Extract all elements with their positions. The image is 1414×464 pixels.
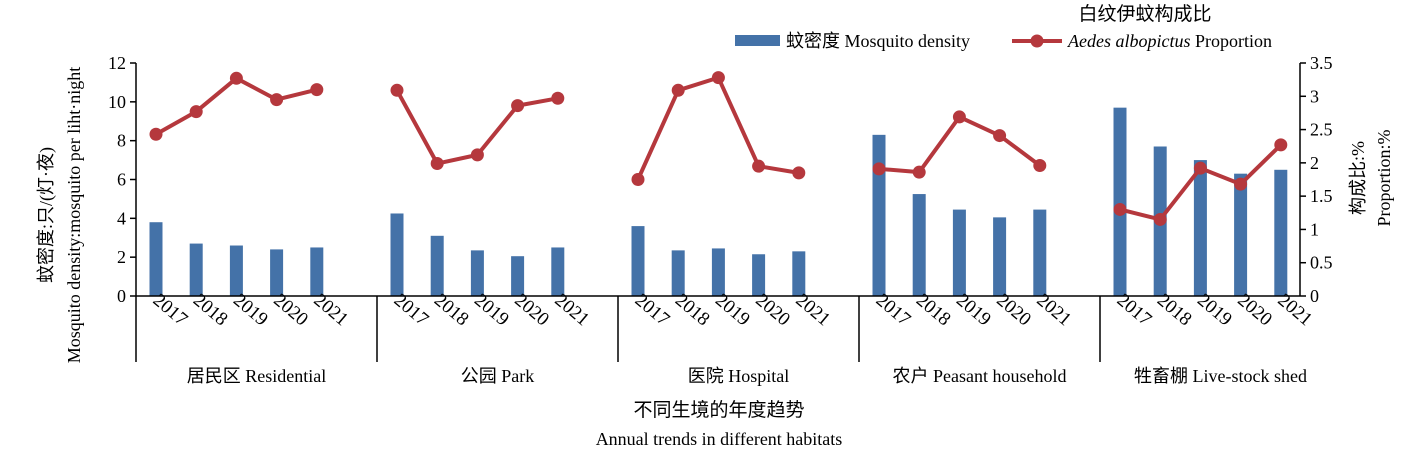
proportion-point (430, 157, 444, 171)
y-left-tick-label: 2 (117, 247, 126, 267)
x-title-en: Annual trends in different habitats (596, 429, 843, 449)
y-left-tick-label: 4 (117, 208, 126, 228)
proportion-point (912, 165, 926, 179)
y-right-tick-label: 3 (1310, 86, 1319, 106)
density-bar (551, 247, 565, 296)
density-bar (993, 217, 1007, 296)
y-right-tick-label: 0.5 (1310, 253, 1333, 273)
proportion-point (390, 83, 404, 97)
proportion-line (878, 114, 1041, 175)
group-label: 医院 Hospital (688, 366, 790, 386)
proportion-point (1153, 212, 1167, 226)
density-bar (1033, 209, 1047, 296)
y-right-title-en: Proportion:% (1374, 129, 1394, 226)
y-left-tick-label: 12 (108, 53, 126, 73)
line-series (149, 71, 1288, 226)
density-bar (872, 134, 886, 296)
legend-line-marker (1030, 34, 1044, 48)
proportion-point (993, 129, 1007, 143)
density-bar (752, 254, 766, 296)
proportion-point (631, 173, 645, 186)
y-left-tick-label: 0 (117, 286, 126, 306)
density-bar (1274, 169, 1288, 296)
group-label: 公园 Park (461, 366, 535, 386)
bar-series (149, 107, 1288, 297)
density-bar (430, 235, 444, 296)
y-left-title-en: Mosquito density:mosquito per liht·night (64, 67, 84, 364)
proportion-point (1193, 161, 1207, 175)
proportion-point (872, 162, 886, 176)
axis-titles: 蚊密度:只/(灯·夜) Mosquito density:mosquito per… (36, 67, 1394, 449)
group-label: 农户 Peasant household (893, 366, 1067, 386)
y-left-title-cn: 蚊密度:只/(灯·夜) (36, 147, 57, 283)
proportion-point (310, 83, 324, 97)
proportion-point (711, 71, 725, 85)
density-bar (952, 209, 966, 296)
proportion-point (752, 159, 766, 173)
y-right-title-cn: 构成比:% (1348, 141, 1368, 215)
density-bar (1234, 173, 1248, 296)
density-bar (631, 226, 645, 296)
density-bar (792, 251, 806, 296)
legend-line-label: Aedes albopictus Proportion (1067, 31, 1272, 51)
legend-line-label-cn: 白纹伊蚊构成比 (1078, 3, 1211, 25)
density-bar (390, 213, 404, 296)
proportion-point (149, 127, 163, 141)
proportion-point (671, 83, 685, 97)
legend-bar-swatch (735, 35, 780, 46)
density-bar (229, 245, 243, 296)
proportion-line (636, 75, 800, 181)
density-bar (470, 250, 484, 296)
proportion-point (551, 91, 565, 105)
y-right-tick-label: 0 (1310, 286, 1319, 306)
density-bar (270, 249, 284, 296)
group-label: 居民区 Residential (187, 366, 326, 386)
proportion-point (952, 110, 966, 124)
proportion-point (1234, 177, 1248, 191)
y-right-tick-label: 1 (1310, 219, 1319, 239)
density-bar (310, 247, 324, 296)
y-right-tick-label: 3.5 (1310, 53, 1333, 73)
y-left-tick-label: 6 (117, 170, 126, 190)
proportion-point (792, 166, 806, 180)
y-right-tick-label: 1.5 (1310, 186, 1333, 206)
density-bar (671, 250, 685, 296)
proportion-point (270, 93, 284, 107)
axes: 02468101200.511.522.533.5201720182019202… (108, 53, 1333, 386)
proportion-point (1033, 159, 1047, 173)
legend: 蚊密度 Mosquito density 白纹伊蚊构成比 Aedes albopic… (735, 3, 1272, 51)
proportion-point (511, 99, 525, 113)
x-title-cn: 不同生境的年度趋势 (633, 399, 804, 421)
y-left-tick-label: 8 (117, 131, 126, 151)
density-bar (149, 222, 163, 296)
density-bar (912, 194, 926, 296)
y-left-tick-label: 10 (108, 92, 126, 112)
group-label: 牲畜棚 Live-stock shed (1134, 366, 1307, 386)
proportion-line (155, 76, 318, 136)
density-bar (711, 248, 725, 296)
y-right-tick-label: 2.5 (1310, 120, 1333, 140)
density-bar (511, 256, 525, 296)
legend-bar-label: 蚊密度 Mosquito density (786, 31, 970, 51)
proportion-point (1113, 202, 1127, 216)
proportion-point (229, 71, 243, 85)
proportion-point (189, 105, 203, 119)
y-right-tick-label: 2 (1310, 153, 1319, 173)
proportion-point (1274, 138, 1288, 152)
density-bar (189, 243, 203, 296)
density-bar (1193, 160, 1207, 296)
proportion-point (470, 148, 484, 162)
density-bar (1113, 107, 1127, 297)
